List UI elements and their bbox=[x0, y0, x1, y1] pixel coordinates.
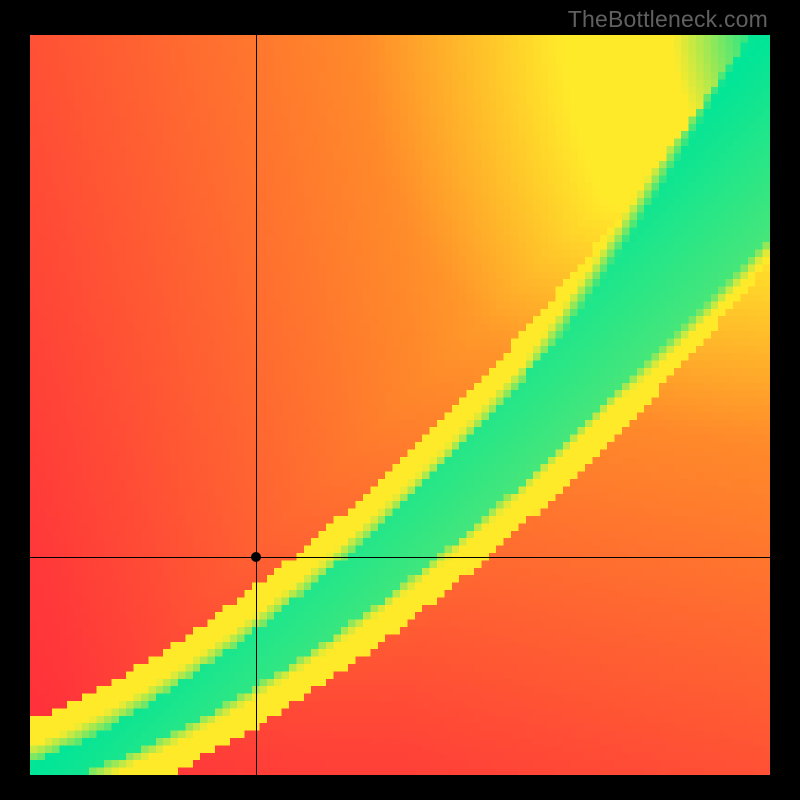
heatmap-canvas bbox=[30, 35, 770, 775]
heatmap-plot bbox=[30, 35, 770, 775]
chart-frame: TheBottleneck.com bbox=[0, 0, 800, 800]
watermark-text: TheBottleneck.com bbox=[568, 6, 768, 33]
